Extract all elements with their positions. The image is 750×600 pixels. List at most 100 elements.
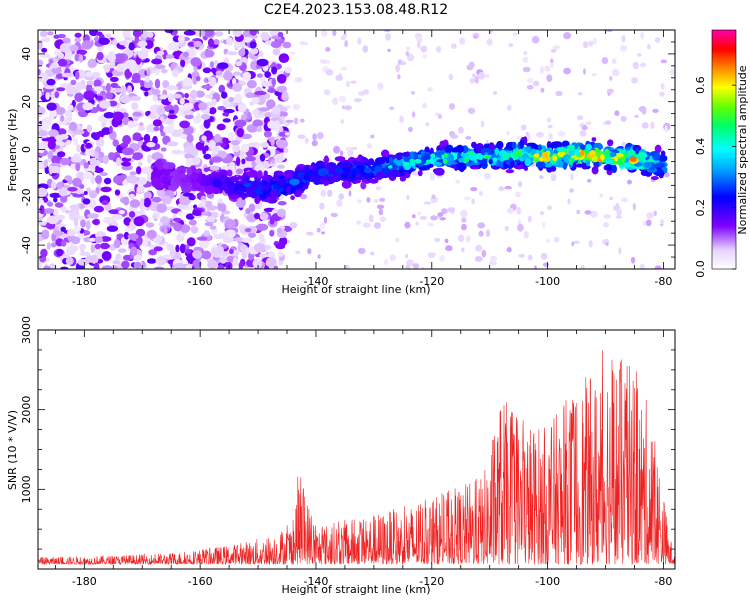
heatmap-cell [330, 212, 338, 218]
heatmap-cell [303, 166, 310, 172]
heatmap-cell [95, 165, 100, 171]
heatmap-cell [518, 253, 525, 258]
heatmap-cell [279, 126, 284, 134]
heatmap-cell [517, 223, 524, 232]
heatmap-y-label: Frequency (Hz) [6, 109, 19, 192]
heatmap-cell [38, 72, 49, 83]
heatmap-cell [222, 99, 231, 108]
heatmap-cell [634, 114, 640, 118]
heatmap-cell [57, 58, 68, 67]
heatmap-cell [366, 197, 371, 203]
figure-title: C2E4.2023.153.08.48.R12 [264, 2, 448, 18]
heatmap-cell [320, 222, 326, 229]
heatmap-cell [179, 243, 186, 254]
heatmap-cell [122, 180, 129, 186]
heatmap-cell [660, 59, 668, 64]
heatmap-cell [180, 58, 186, 68]
heatmap-cell [183, 110, 195, 116]
heatmap-cell [340, 35, 346, 41]
heatmap-cell [437, 113, 443, 120]
heatmap-cell [535, 161, 546, 169]
x-tick-label: -180 [72, 575, 97, 588]
heatmap-cell [444, 238, 449, 243]
heatmap-cell [60, 266, 69, 269]
heatmap-cell [152, 196, 162, 203]
heatmap-cell [163, 126, 175, 134]
heatmap-cell [186, 237, 196, 247]
heatmap-cell [254, 90, 267, 96]
heatmap-cell [605, 242, 609, 246]
heatmap-cell [101, 251, 112, 261]
heatmap-cell [211, 146, 221, 153]
colorbar-tick-label: 0.4 [694, 138, 707, 156]
heatmap-cell [469, 165, 478, 170]
heatmap-cell [61, 72, 74, 78]
heatmap-cell [146, 229, 157, 239]
heatmap-cell [357, 247, 366, 255]
heatmap-cell [360, 181, 367, 190]
heatmap-cell [88, 190, 98, 199]
heatmap-cell [526, 85, 534, 90]
heatmap-cell [70, 79, 77, 86]
heatmap-cell [266, 99, 276, 110]
heatmap-cell [379, 216, 387, 222]
heatmap-cell [527, 78, 534, 83]
heatmap-cell [464, 196, 471, 201]
heatmap-cell [258, 233, 265, 243]
heatmap-cell [128, 211, 136, 218]
heatmap-cell [396, 153, 402, 161]
heatmap-cell [353, 98, 362, 103]
heatmap-cell [53, 230, 64, 236]
heatmap-cell [332, 30, 337, 37]
heatmap-cell [211, 98, 217, 107]
heatmap-cell [571, 241, 575, 247]
heatmap-cell [577, 92, 583, 96]
colorbar-label: Normalized spectral amplitude [736, 65, 749, 234]
heatmap-cell [162, 254, 172, 259]
heatmap-cell [267, 120, 276, 129]
heatmap-cell [320, 189, 326, 198]
heatmap-cell [469, 77, 476, 84]
heatmap-cell [297, 172, 304, 178]
heatmap-cell [522, 66, 531, 73]
heatmap-cell [585, 121, 592, 125]
heatmap-cell [277, 251, 284, 257]
heatmap-cell [592, 37, 597, 45]
heatmap-cell [109, 76, 119, 82]
heatmap-cell [550, 48, 557, 53]
heatmap-cell [338, 95, 347, 103]
heatmap-cell [437, 212, 444, 218]
colorbar-gradient [712, 30, 736, 269]
heatmap-cell [183, 102, 194, 111]
heatmap-cell [246, 79, 257, 89]
heatmap-cell [106, 82, 111, 93]
heatmap-cell [234, 119, 247, 128]
heatmap-cell [466, 235, 471, 243]
heatmap-cell [94, 236, 104, 243]
heatmap-cell [179, 196, 191, 206]
heatmap-cell [185, 213, 195, 220]
heatmap-cell [137, 50, 149, 60]
heatmap-cell [205, 185, 213, 195]
heatmap-cell [276, 74, 287, 84]
heatmap-cell [70, 157, 82, 163]
heatmap-cell [550, 58, 554, 64]
heatmap-cell [277, 201, 287, 206]
heatmap-cell [65, 256, 74, 266]
heatmap-cell [143, 168, 151, 173]
heatmap-cell [289, 51, 296, 55]
heatmap-cell [590, 210, 598, 218]
heatmap-cell [146, 68, 151, 76]
heatmap-cell [235, 61, 243, 67]
heatmap-cell [209, 165, 220, 171]
heatmap-cell [50, 62, 59, 69]
snr-y-label: SNR (10 * V/V) [6, 410, 19, 490]
heatmap-cell [271, 176, 280, 182]
heatmap-cell [153, 246, 163, 252]
heatmap-cell [639, 263, 645, 269]
heatmap-cell [189, 89, 198, 100]
heatmap-cell [179, 224, 191, 233]
heatmap-cell [442, 153, 449, 158]
heatmap-y-ticks: -40 -20 0 20 40 [20, 29, 675, 270]
heatmap-cell [51, 242, 57, 248]
